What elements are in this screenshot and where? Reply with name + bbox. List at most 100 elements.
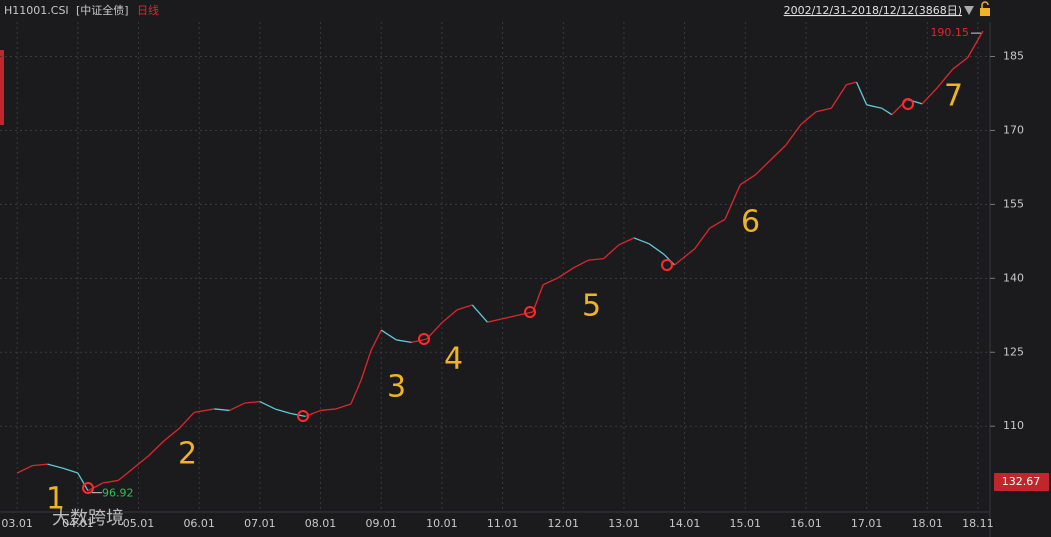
line-segment: [259, 400, 276, 410]
line-segment: [866, 104, 882, 109]
line-segment: [103, 479, 119, 484]
line-segment: [350, 380, 362, 405]
x-tick-label: 16.01: [790, 517, 822, 530]
max-label: 190.15: [930, 26, 969, 39]
y-tick-label: 170: [1003, 123, 1024, 136]
x-tick-label: 13.01: [608, 517, 640, 530]
line-segment: [648, 243, 665, 256]
marker: [297, 410, 309, 422]
x-tick-label: 17.01: [851, 517, 883, 530]
line-segment: [694, 227, 711, 250]
marker: [524, 306, 536, 318]
x-tick-label: 18.11: [962, 517, 994, 530]
x-tick-label: 07.01: [244, 517, 276, 530]
x-tick-label: 05.01: [123, 517, 155, 530]
line-segment: [178, 411, 195, 430]
side-marker: [0, 50, 4, 125]
marker: [661, 259, 673, 271]
chart-title: H11001.CSI: [4, 4, 69, 17]
y-tick-label: 155: [1003, 197, 1024, 210]
line-segment: [194, 408, 215, 414]
line-segment: [952, 56, 969, 70]
line-segment: [229, 402, 245, 412]
annotation: 1: [46, 482, 65, 517]
line-segment: [441, 309, 458, 324]
markers: [82, 98, 914, 494]
line-segment: [709, 218, 726, 229]
min-label: 96.92: [102, 487, 134, 500]
line-segment: [487, 318, 503, 323]
line-segment: [16, 465, 33, 474]
x-tick-label: 14.01: [669, 517, 701, 530]
line-segment: [724, 184, 741, 220]
line-segment: [800, 111, 817, 126]
x-tick-label: 04.01: [62, 517, 94, 530]
line-segment: [936, 68, 954, 88]
annotation: 5: [582, 289, 601, 324]
line-segment: [921, 87, 938, 105]
line-segment: [471, 304, 488, 323]
line-segment: [830, 84, 847, 109]
x-tick-label: 12.01: [548, 517, 580, 530]
x-tick-label: 15.01: [730, 517, 762, 530]
line-segment: [87, 482, 104, 492]
dropdown-arrow[interactable]: [964, 6, 974, 15]
annotation: 4: [444, 342, 463, 377]
annotation: 2: [178, 437, 197, 472]
line-segment: [320, 408, 336, 412]
marker: [902, 98, 914, 110]
line-segment: [785, 124, 802, 146]
line-segment: [244, 400, 260, 404]
marker: [82, 482, 94, 494]
line-segment: [77, 472, 89, 492]
line-segment: [370, 329, 382, 351]
cursor-label: 132.67: [1002, 475, 1041, 488]
line-segment: [214, 408, 230, 412]
line-segment: [47, 463, 63, 469]
x-tick-label: 18.01: [912, 517, 944, 530]
line-segment: [396, 339, 412, 344]
line-segment: [754, 159, 772, 176]
line-segment: [163, 428, 180, 442]
range-label[interactable]: 2002/12/31-2018/12/12(3868日): [784, 4, 962, 17]
subtitle: [中证全债]: [76, 3, 129, 17]
line-segment: [770, 144, 787, 161]
x-tick-label: 03.01: [1, 517, 33, 530]
lock-icon[interactable]: [980, 8, 990, 16]
y-tick-label: 140: [1003, 271, 1024, 284]
line-segment: [967, 30, 984, 58]
line-segment: [674, 248, 696, 266]
lock-shackle: [981, 1, 989, 8]
line-segment: [573, 259, 589, 269]
y-tick-label: 125: [1003, 345, 1024, 358]
line-segment: [633, 237, 650, 245]
line-segment: [532, 284, 544, 313]
watermark: 大数跨境: [52, 508, 124, 529]
x-tick-label: 09.01: [365, 517, 397, 530]
line-segment: [855, 81, 868, 106]
y-tick-label: 110: [1003, 419, 1024, 432]
line-segment: [456, 304, 473, 311]
x-tick-label: 06.01: [183, 517, 215, 530]
cursor-box: [994, 473, 1049, 491]
x-tick-label: 08.01: [305, 517, 337, 530]
line-segment: [603, 244, 620, 260]
marker: [418, 333, 430, 345]
line-segment: [62, 467, 79, 474]
line-segment: [133, 455, 150, 469]
line-segment: [542, 277, 559, 286]
line-segment: [588, 257, 604, 261]
line-segment: [32, 463, 48, 467]
line-segment: [891, 98, 908, 116]
line-segment: [557, 267, 574, 279]
x-tick-label: 11.01: [487, 517, 519, 530]
line-segment: [846, 81, 857, 86]
y-tick-label: 185: [1003, 50, 1024, 63]
annotation: 3: [387, 370, 406, 405]
line-segment: [618, 237, 635, 246]
line-segment: [117, 467, 134, 481]
annotation: 7: [944, 79, 963, 114]
line-segment: [380, 329, 397, 341]
line-segment: [739, 174, 756, 186]
